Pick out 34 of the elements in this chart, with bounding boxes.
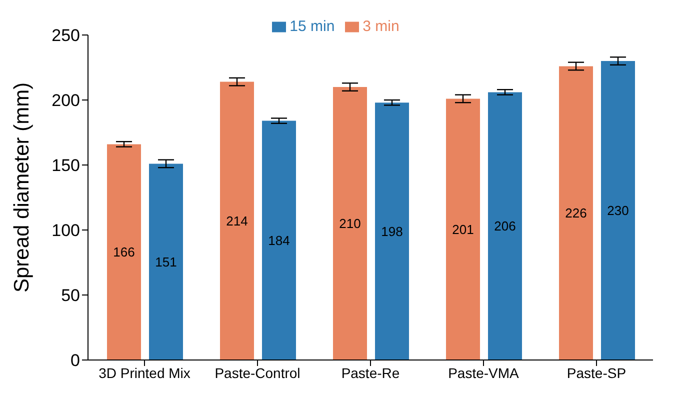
y-tick-label: 0 (70, 351, 80, 370)
data-label: 230 (607, 203, 629, 218)
x-tick-label: 3D Printed Mix (98, 364, 190, 381)
bar (220, 82, 254, 360)
data-label: 201 (452, 222, 474, 237)
legend-label: 3 min (362, 18, 400, 35)
data-label: 166 (113, 244, 135, 260)
y-tick-label: 150 (52, 156, 80, 176)
y-tick-label: 50 (61, 286, 80, 306)
bar (262, 120, 296, 360)
y-axis-title: Spread diameter (mm) (10, 82, 34, 292)
data-label: 184 (268, 233, 290, 248)
x-tick-label: Paste-VMA (448, 364, 520, 381)
data-label: 198 (381, 224, 403, 239)
data-label: 226 (565, 206, 587, 221)
x-tick-label: Paste-Re (341, 364, 400, 381)
bar (149, 164, 183, 360)
bar (446, 98, 480, 360)
legend-label: 15 min (290, 18, 335, 35)
data-label: 206 (494, 218, 516, 234)
bar (488, 92, 522, 360)
bar (601, 61, 635, 360)
data-label: 214 (226, 214, 248, 229)
x-tick-label: Paste-Control (214, 364, 300, 381)
bar (375, 102, 409, 360)
data-label: 151 (155, 254, 177, 270)
y-tick-label: 100 (52, 221, 80, 240)
y-tick-label: 250 (52, 26, 80, 46)
bar (559, 66, 593, 360)
x-tick-label: Paste-SP (566, 364, 626, 381)
data-label: 210 (339, 216, 361, 232)
y-tick-label: 200 (52, 91, 80, 110)
bar (107, 144, 141, 360)
bar (333, 87, 367, 360)
